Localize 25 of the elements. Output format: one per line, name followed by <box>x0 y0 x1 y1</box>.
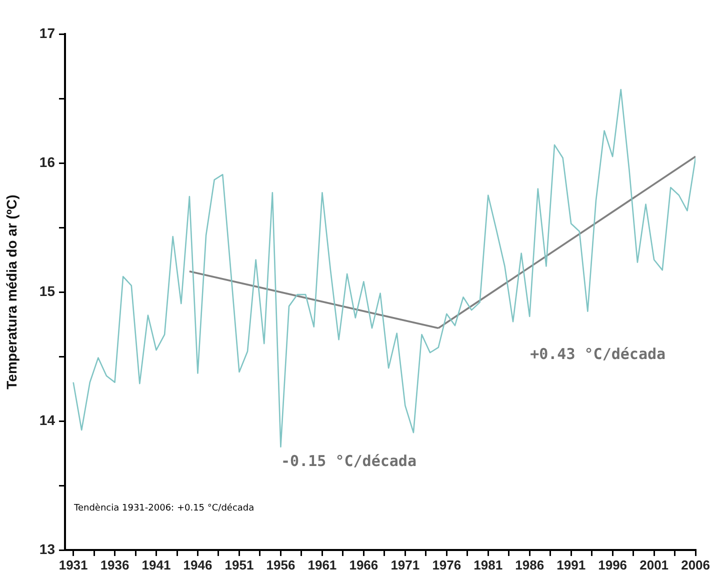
annotation: -0.15 °C/década <box>281 452 416 470</box>
x-tick-label: 1936 <box>100 557 130 572</box>
y-tick-label: 14 <box>39 412 56 428</box>
x-tick-label: 1956 <box>266 557 296 572</box>
x-tick-label: 1946 <box>183 557 212 572</box>
x-tick-label: 1991 <box>556 557 586 572</box>
annotation: +0.43 °C/década <box>530 344 666 363</box>
y-tick-label: 15 <box>39 282 56 299</box>
y-axis-title: Temperatura média do ar (ºC) <box>3 194 20 390</box>
x-tick-label: 1981 <box>474 557 503 572</box>
x-tick-label: 1996 <box>598 557 628 572</box>
x-tick-label: 2006 <box>681 557 710 572</box>
y-tick-label: 17 <box>39 24 56 41</box>
x-tick-label: 1966 <box>349 557 378 572</box>
x-tick-label: 2001 <box>640 557 669 572</box>
x-tick-label: 1941 <box>142 557 171 572</box>
y-tick-label: 16 <box>39 154 56 170</box>
y-tick-label: 13 <box>39 540 56 557</box>
annotation: Tendència 1931-2006: +0.15 °C/década <box>73 502 254 514</box>
x-tick-label: 1976 <box>432 557 462 572</box>
x-tick-label: 1971 <box>390 557 420 572</box>
x-tick-label: 1961 <box>308 557 337 572</box>
x-tick-label: 1931 <box>58 557 88 572</box>
x-tick-label: 1986 <box>515 557 544 572</box>
x-tick-label: 1951 <box>224 557 254 572</box>
